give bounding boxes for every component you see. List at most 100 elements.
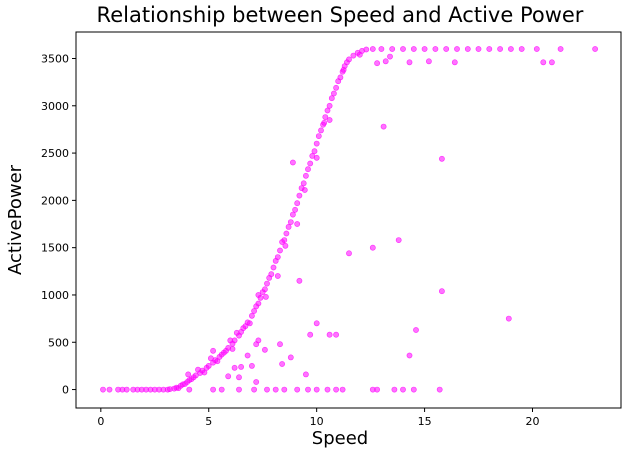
data-point — [324, 386, 331, 393]
data-point — [313, 154, 320, 161]
data-point — [475, 46, 482, 52]
data-point — [324, 107, 331, 114]
data-point — [251, 308, 257, 314]
data-point — [451, 59, 458, 66]
data-point — [464, 46, 471, 52]
data-point — [533, 46, 540, 52]
chart-title: Relationship between Speed and Active Po… — [97, 3, 584, 27]
data-point — [454, 46, 460, 52]
data-point — [240, 325, 247, 331]
data-point — [343, 59, 350, 66]
x-tick-label: 20 — [526, 415, 540, 428]
data-point — [391, 386, 398, 393]
data-point — [123, 386, 130, 393]
data-point — [210, 386, 216, 393]
data-point — [374, 386, 380, 393]
data-point — [557, 46, 564, 52]
data-point — [214, 358, 221, 365]
data-point — [238, 363, 244, 370]
data-point — [262, 293, 269, 300]
y-tick-label: 3500 — [41, 52, 69, 65]
data-point — [436, 386, 443, 393]
data-point — [518, 46, 525, 52]
data-point — [229, 345, 236, 352]
data-point — [192, 372, 199, 379]
data-point — [287, 354, 294, 361]
data-point — [195, 366, 201, 373]
data-point — [220, 349, 227, 356]
data-point — [315, 133, 322, 139]
data-point — [425, 58, 432, 65]
data-point — [380, 123, 387, 130]
data-point — [322, 114, 329, 120]
data-point — [321, 119, 328, 126]
data-point — [186, 386, 193, 393]
data-point — [313, 320, 320, 327]
data-point — [300, 180, 307, 187]
data-point — [313, 140, 320, 147]
data-point — [270, 264, 277, 271]
data-point — [311, 148, 318, 155]
data-point — [339, 386, 346, 393]
data-point — [251, 386, 257, 393]
data-point — [378, 46, 385, 52]
data-point — [432, 46, 439, 52]
plot-area — [100, 46, 598, 393]
data-point — [188, 376, 195, 382]
data-point — [287, 219, 294, 225]
data-point — [236, 386, 242, 393]
data-point — [410, 46, 417, 52]
data-point — [302, 172, 309, 179]
data-point — [333, 84, 339, 91]
data-point — [201, 369, 208, 376]
data-point — [313, 386, 320, 393]
data-point — [231, 364, 238, 371]
x-tick-label: 15 — [418, 415, 432, 428]
data-point — [277, 341, 283, 348]
data-point — [233, 329, 240, 336]
data-point — [549, 59, 555, 66]
x-axis: 0 5 10 15 20 — [97, 408, 540, 428]
data-point — [592, 46, 598, 52]
data-point — [400, 46, 406, 52]
data-point — [281, 386, 288, 393]
data-point — [106, 386, 113, 393]
data-point — [318, 127, 324, 134]
data-point — [340, 66, 347, 73]
data-point — [248, 312, 255, 319]
y-axis: 0 500 1000 1500 2000 2500 3000 3500 — [41, 52, 76, 397]
data-point — [374, 60, 380, 67]
data-point — [369, 46, 376, 52]
data-point — [438, 288, 445, 295]
data-point — [328, 95, 335, 102]
data-point — [225, 373, 232, 380]
data-point — [400, 386, 406, 393]
y-tick-label: 1000 — [41, 289, 69, 302]
y-tick-label: 2500 — [41, 147, 69, 160]
axes-frame — [75, 31, 622, 409]
data-point — [387, 53, 393, 60]
data-point — [421, 46, 428, 52]
data-point — [406, 352, 413, 359]
data-point — [497, 46, 503, 52]
data-point — [272, 386, 279, 393]
data-point — [406, 59, 413, 66]
data-point — [337, 74, 344, 81]
data-point — [307, 331, 314, 338]
data-point — [350, 52, 357, 59]
data-point — [305, 386, 311, 393]
data-point — [283, 230, 290, 237]
data-point — [294, 386, 301, 393]
x-axis-label: Speed — [312, 428, 368, 449]
data-point — [277, 247, 283, 254]
data-point — [443, 46, 450, 52]
data-point — [389, 46, 396, 52]
x-tick-label: 10 — [310, 415, 324, 428]
data-point — [255, 292, 262, 298]
data-point — [253, 303, 260, 310]
data-point — [294, 221, 301, 227]
data-point — [296, 192, 303, 199]
data-point — [285, 223, 292, 230]
data-point — [292, 206, 298, 213]
